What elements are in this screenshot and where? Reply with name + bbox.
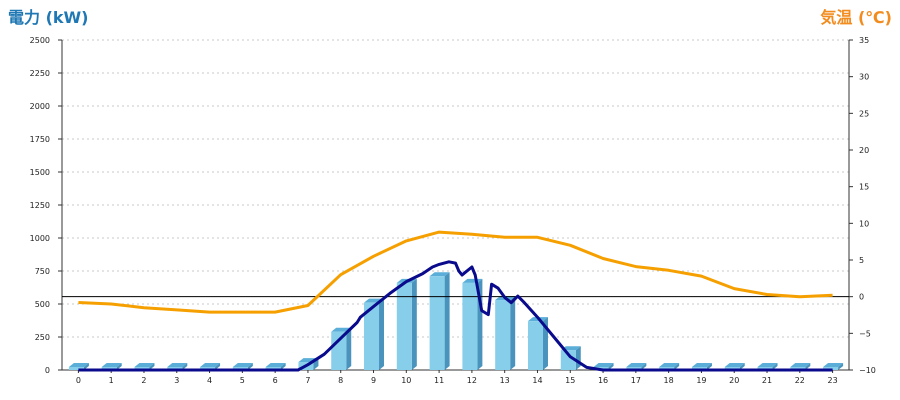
bar-top — [134, 363, 155, 367]
right-tick-label: −10 — [859, 366, 876, 375]
bar-top — [167, 363, 188, 367]
bar-side — [182, 363, 188, 370]
bar-side — [608, 363, 614, 370]
right-tick-label: 35 — [859, 36, 869, 45]
x-tick-label: 1 — [109, 376, 114, 385]
left-tick-label: 500 — [35, 300, 50, 309]
bar-side — [739, 363, 745, 370]
x-tick-label: 10 — [401, 376, 411, 385]
x-tick-label: 6 — [273, 376, 278, 385]
bar-top — [823, 363, 844, 367]
left-tick-label: 1500 — [30, 168, 50, 177]
x-tick-label: 15 — [565, 376, 575, 385]
x-tick-label: 0 — [76, 376, 81, 385]
x-tick-label: 3 — [174, 376, 179, 385]
bar-top — [790, 363, 811, 367]
right-axis-title: 気温 (℃) — [820, 8, 892, 27]
bar-side — [444, 272, 450, 370]
x-tick-label: 13 — [500, 376, 510, 385]
left-tick-label: 2250 — [30, 69, 50, 78]
left-tick-label: 1250 — [30, 201, 50, 210]
left-tick-label: 2500 — [30, 36, 50, 45]
bar-side — [805, 363, 811, 370]
x-tick-label: 22 — [795, 376, 805, 385]
x-tick-label: 23 — [828, 376, 838, 385]
right-tick-label: 15 — [859, 183, 869, 192]
right-tick-label: −5 — [859, 329, 871, 338]
power-line — [78, 260, 833, 372]
right-tick-label: 25 — [859, 109, 869, 118]
bar-side — [280, 363, 286, 370]
x-tick-label: 19 — [696, 376, 706, 385]
bar-top — [68, 363, 89, 367]
bar-top — [691, 363, 712, 367]
temperature-line — [78, 230, 833, 314]
x-tick-label: 4 — [207, 376, 212, 385]
bar-side — [247, 363, 253, 370]
bar-side — [313, 358, 319, 370]
x-tick-label: 17 — [631, 376, 641, 385]
bar-top — [724, 363, 745, 367]
bar — [429, 276, 445, 370]
bar-side — [215, 363, 221, 370]
left-tick-label: 250 — [35, 333, 50, 342]
bar-side — [706, 363, 712, 370]
bar — [364, 302, 380, 370]
bar — [495, 300, 511, 370]
x-tick-label: 5 — [240, 376, 245, 385]
x-tick-label: 18 — [664, 376, 674, 385]
bar-top — [265, 363, 286, 367]
x-tick-label: 12 — [467, 376, 477, 385]
bar — [462, 282, 478, 370]
x-tick-label: 21 — [762, 376, 772, 385]
bar-side — [575, 346, 581, 370]
bar-top — [593, 363, 614, 367]
bar-side — [838, 363, 844, 370]
bar — [527, 321, 543, 370]
bar-side — [510, 296, 516, 370]
x-tick-label: 9 — [371, 376, 376, 385]
x-tick-label: 20 — [729, 376, 739, 385]
x-tick-label: 16 — [598, 376, 608, 385]
right-tick-label: 30 — [859, 73, 869, 82]
left-tick-label: 750 — [35, 267, 50, 276]
x-tick-label: 11 — [434, 376, 444, 385]
x-tick-label: 14 — [532, 376, 542, 385]
right-tick-label: 20 — [859, 146, 869, 155]
bar-side — [641, 363, 647, 370]
bar — [68, 367, 84, 370]
bar-top — [200, 363, 221, 367]
x-tick-label: 2 — [141, 376, 146, 385]
bar-side — [674, 363, 680, 370]
left-tick-label: 1000 — [30, 234, 50, 243]
x-tick-label: 7 — [305, 376, 310, 385]
bar — [396, 282, 412, 370]
bar-top — [626, 363, 647, 367]
bar — [331, 331, 347, 370]
bar-side — [772, 363, 778, 370]
bar-top — [757, 363, 778, 367]
left-axis-title: 電力 (kW) — [8, 8, 89, 27]
bar-side — [83, 363, 89, 370]
left-tick-label: 1750 — [30, 135, 50, 144]
bar-top — [101, 363, 122, 367]
bar-top — [232, 363, 253, 367]
bar-side — [379, 298, 385, 370]
bar-side — [411, 278, 417, 370]
right-tick-label: 10 — [859, 219, 869, 228]
right-tick-label: 0 — [859, 293, 864, 302]
left-tick-label: 2000 — [30, 102, 50, 111]
bar-side — [346, 327, 352, 370]
right-tick-label: 5 — [859, 256, 864, 265]
bar-side — [149, 363, 155, 370]
bar — [560, 350, 576, 370]
bar-side — [116, 363, 122, 370]
x-tick-label: 8 — [338, 376, 343, 385]
bar-top — [429, 272, 450, 277]
bar-top — [331, 327, 352, 332]
bar-top — [659, 363, 680, 367]
left-tick-label: 0 — [45, 366, 50, 375]
